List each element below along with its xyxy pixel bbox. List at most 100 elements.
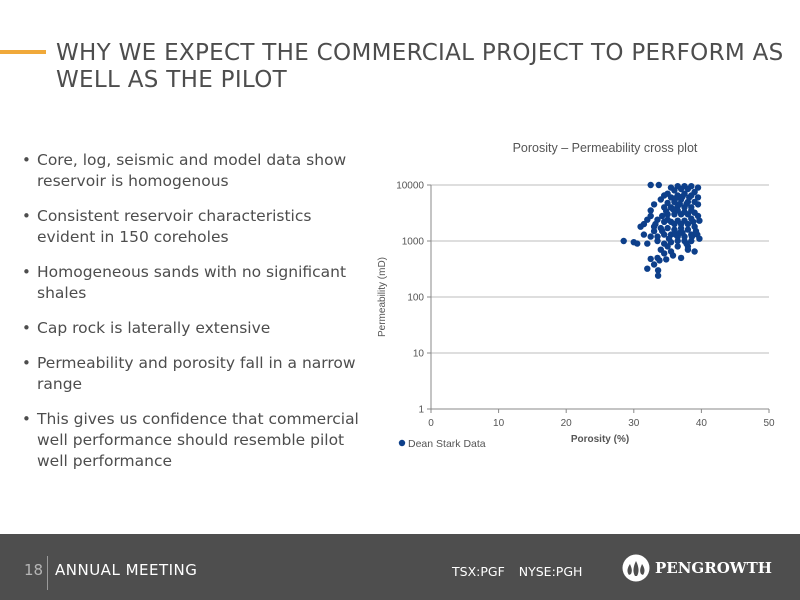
ticker-symbols: TSX:PGF NYSE:PGH (452, 564, 582, 579)
x-tick-label: 10 (493, 418, 505, 429)
data-point (664, 216, 671, 223)
data-point (669, 252, 677, 259)
data-point (672, 195, 679, 202)
bullet-text: Core, log, seismic and model data show r… (37, 151, 347, 190)
page-number: 18 (24, 561, 44, 579)
data-point (677, 254, 685, 262)
bullet-text: Permeability and porosity fall in a narr… (37, 354, 356, 393)
data-point (696, 217, 703, 224)
y-tick-label: 100 (407, 293, 424, 304)
data-point (679, 229, 686, 236)
x-tick-label: 50 (763, 418, 775, 429)
bullet-text: This gives us confidence that commercial… (37, 410, 359, 470)
data-point (644, 240, 651, 247)
data-point (664, 199, 671, 207)
data-point (694, 231, 701, 238)
data-point (694, 201, 702, 208)
data-point (672, 231, 679, 238)
company-logo: PENGROWTH (621, 553, 772, 583)
data-point (674, 243, 681, 250)
bullet-item: • Cap rock is laterally extensive (22, 318, 367, 339)
bullet-marker: • (22, 354, 31, 372)
x-tick-label: 0 (428, 418, 434, 429)
data-point (665, 235, 673, 242)
data-point (674, 237, 681, 245)
bullet-text: Homogeneous sands with no significant sh… (37, 263, 347, 302)
data-point (684, 246, 692, 253)
data-point (659, 227, 666, 235)
bullet-text: Consistent reservoir characteristics evi… (37, 207, 312, 246)
x-tick-label: 30 (628, 418, 640, 429)
data-point (654, 237, 661, 245)
data-point (650, 227, 658, 235)
bullet-marker: • (22, 319, 31, 337)
data-point (681, 208, 688, 216)
bullet-text: Cap rock is laterally extensive (37, 319, 271, 337)
data-point (691, 248, 698, 255)
data-point (656, 257, 663, 264)
data-point (663, 256, 670, 263)
data-point (647, 212, 654, 220)
x-axis-label: Porosity (%) (571, 434, 629, 445)
pengrowth-droplets-logo-icon (622, 554, 650, 582)
data-point (664, 243, 671, 250)
data-point (654, 272, 662, 279)
legend-label: Dean Stark Data (408, 438, 486, 450)
event-label: ANNUAL MEETING (55, 561, 198, 579)
bullet-list: • Core, log, seismic and model data show … (22, 150, 367, 486)
data-point (671, 220, 678, 228)
data-point (667, 184, 675, 191)
data-point (654, 267, 662, 274)
data-point (650, 201, 658, 208)
data-point (664, 224, 671, 232)
data-point (679, 193, 686, 200)
data-point (634, 240, 641, 247)
bullet-item: • Homogeneous sands with no significant s… (22, 262, 367, 304)
y-tick-label: 1000 (402, 237, 425, 248)
data-point (694, 194, 702, 201)
data-point (659, 212, 666, 220)
data-point (677, 220, 685, 228)
bullet-marker: • (22, 207, 31, 225)
data-point (676, 200, 683, 208)
data-point (654, 233, 661, 240)
data-point (684, 220, 692, 228)
data-point (647, 207, 654, 214)
brand-name: PENGROWTH (655, 559, 772, 577)
bullet-item: • Core, log, seismic and model data show … (22, 150, 367, 192)
footer-divider (47, 556, 48, 590)
data-point (647, 233, 654, 240)
data-point (686, 194, 693, 201)
data-point (655, 181, 662, 189)
data-point (640, 231, 648, 238)
data-point (671, 226, 678, 233)
data-point (690, 218, 697, 225)
data-point (688, 233, 696, 240)
bullet-item: • Consistent reservoir characteristics ev… (22, 206, 367, 248)
data-point (683, 200, 690, 208)
bullet-item: • Permeability and porosity fall in a nar… (22, 353, 367, 395)
data-point (644, 265, 651, 272)
title-accent-bar (0, 50, 46, 54)
x-tick-labels: 0 10 20 30 40 50 (428, 409, 775, 429)
bullet-item: • This gives us confidence that commercia… (22, 409, 367, 472)
chart-title: Porosity – Permeability cross plot (513, 141, 698, 155)
legend-marker (398, 439, 406, 447)
ticker-nyse: NYSE:PGH (518, 564, 583, 579)
data-point (663, 208, 670, 215)
data-point (637, 223, 644, 230)
data-point (667, 194, 675, 201)
y-axis-label: Permeability (mD) (377, 257, 388, 337)
y-tick-label: 10000 (396, 181, 424, 192)
bullet-marker: • (22, 410, 31, 428)
ticker-tsx: TSX:PGF (452, 564, 505, 579)
data-point (688, 207, 695, 214)
chart-gridlines (431, 184, 769, 354)
data-point (669, 206, 677, 213)
data-point (684, 226, 692, 233)
chart-legend: Dean Stark Data (398, 438, 486, 450)
data-point (647, 181, 654, 189)
data-point (683, 240, 690, 247)
x-tick-label: 40 (696, 418, 708, 429)
data-point (647, 255, 654, 263)
